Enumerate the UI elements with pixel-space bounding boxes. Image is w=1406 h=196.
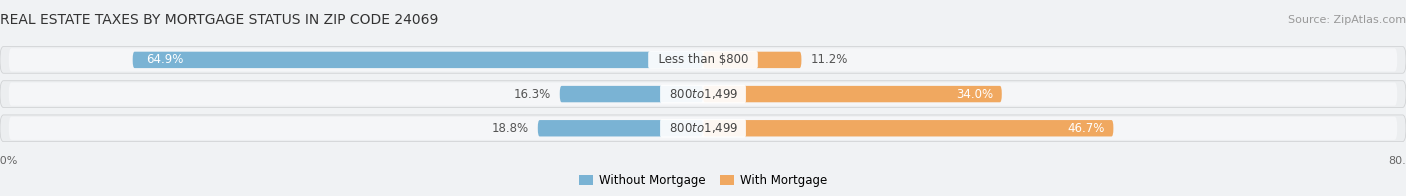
Text: $800 to $1,499: $800 to $1,499 (662, 121, 744, 135)
Text: 46.7%: 46.7% (1067, 122, 1105, 135)
Text: 18.8%: 18.8% (492, 122, 529, 135)
Text: $800 to $1,499: $800 to $1,499 (662, 87, 744, 101)
Legend: Without Mortgage, With Mortgage: Without Mortgage, With Mortgage (574, 169, 832, 192)
Text: 11.2%: 11.2% (810, 53, 848, 66)
FancyBboxPatch shape (132, 52, 703, 68)
FancyBboxPatch shape (703, 86, 1001, 102)
FancyBboxPatch shape (8, 83, 1398, 106)
Text: Less than $800: Less than $800 (651, 53, 755, 66)
FancyBboxPatch shape (703, 52, 801, 68)
Text: REAL ESTATE TAXES BY MORTGAGE STATUS IN ZIP CODE 24069: REAL ESTATE TAXES BY MORTGAGE STATUS IN … (0, 13, 439, 26)
Text: 64.9%: 64.9% (146, 53, 183, 66)
FancyBboxPatch shape (0, 115, 1406, 142)
FancyBboxPatch shape (0, 81, 1406, 107)
FancyBboxPatch shape (537, 120, 703, 136)
FancyBboxPatch shape (8, 48, 1398, 72)
Text: 34.0%: 34.0% (956, 88, 993, 101)
FancyBboxPatch shape (560, 86, 703, 102)
Text: Source: ZipAtlas.com: Source: ZipAtlas.com (1288, 15, 1406, 24)
FancyBboxPatch shape (8, 117, 1398, 140)
FancyBboxPatch shape (703, 120, 1114, 136)
FancyBboxPatch shape (0, 47, 1406, 73)
Text: 16.3%: 16.3% (513, 88, 551, 101)
